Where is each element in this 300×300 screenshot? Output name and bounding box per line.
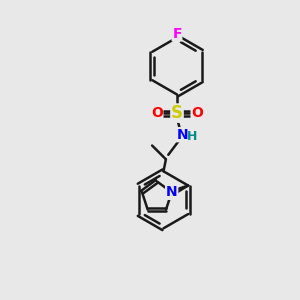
Text: N: N — [166, 185, 178, 199]
Text: O: O — [191, 106, 203, 120]
Text: O: O — [151, 106, 163, 120]
Text: H: H — [187, 130, 197, 143]
Text: N: N — [177, 128, 188, 142]
Text: N: N — [166, 185, 178, 199]
Text: S: S — [171, 104, 183, 122]
Text: F: F — [172, 27, 182, 41]
